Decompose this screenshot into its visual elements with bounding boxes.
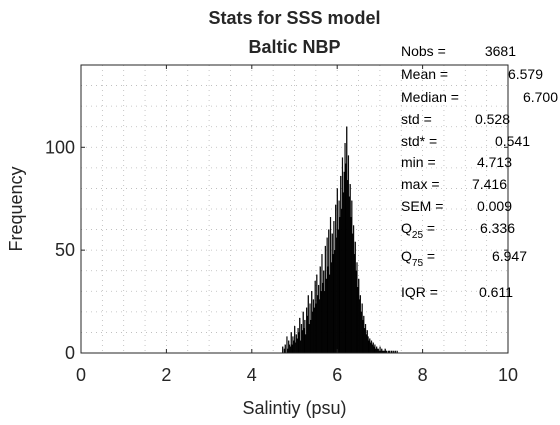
histogram-bar (282, 346, 284, 354)
stats-label: std = (401, 111, 432, 127)
stats-label: std* = (401, 133, 437, 149)
stats-label: IQR = (401, 284, 438, 300)
stats-label: Mean = (401, 66, 448, 82)
stats-label: max = (401, 176, 440, 192)
y-tick-label: 0 (65, 343, 75, 363)
grid-lines (80, 65, 509, 353)
stats-value: 6.700 (523, 89, 558, 105)
stats-label: Q25 = (401, 220, 435, 241)
stats-label: SEM = (401, 198, 443, 214)
stats-label-subscript: 75 (412, 258, 424, 269)
x-tick-label: 10 (498, 365, 518, 385)
x-tick-label: 0 (76, 365, 86, 385)
stats-value: 6.336 (480, 220, 515, 236)
stats-value: 6.947 (492, 248, 527, 264)
plot-frame (80, 64, 509, 354)
y-tick-label: 100 (45, 137, 75, 157)
chart-title: Stats for SSS model (208, 8, 380, 28)
chart-subtitle: Baltic NBP (248, 37, 340, 57)
x-tick-label: 6 (332, 365, 342, 385)
stats-value: 0.528 (475, 111, 510, 127)
stats-label: Q75 = (401, 248, 435, 269)
stats-label: min = (401, 154, 436, 170)
stats-value: 4.713 (477, 154, 512, 170)
stats-label-subscript: 25 (412, 230, 424, 241)
stats-label-suffix: = (423, 248, 435, 264)
x-tick-label: 4 (247, 365, 257, 385)
stats-label: Nobs = (401, 43, 446, 59)
x-axis-label: Salintiy (psu) (242, 398, 346, 418)
x-tick-label: 8 (418, 365, 428, 385)
stats-value: 3681 (485, 43, 516, 59)
stats-value: 7.416 (472, 176, 507, 192)
x-tick-label: 2 (161, 365, 171, 385)
stats-value: 0.611 (479, 284, 513, 300)
stats-panel: Nobs = 3681 Mean = 6.579 Median = 6.700 std = 0… (401, 43, 558, 300)
histogram-bar (284, 344, 286, 354)
stats-value: 6.579 (508, 66, 543, 82)
stats-label: Median = (401, 89, 459, 105)
stats-value: 0.009 (477, 198, 512, 214)
y-axis-label: Frequency (6, 166, 26, 251)
y-tick-label: 50 (55, 240, 75, 260)
stats-label-suffix: = (423, 220, 435, 236)
stats-value: 0.541 (495, 133, 530, 149)
